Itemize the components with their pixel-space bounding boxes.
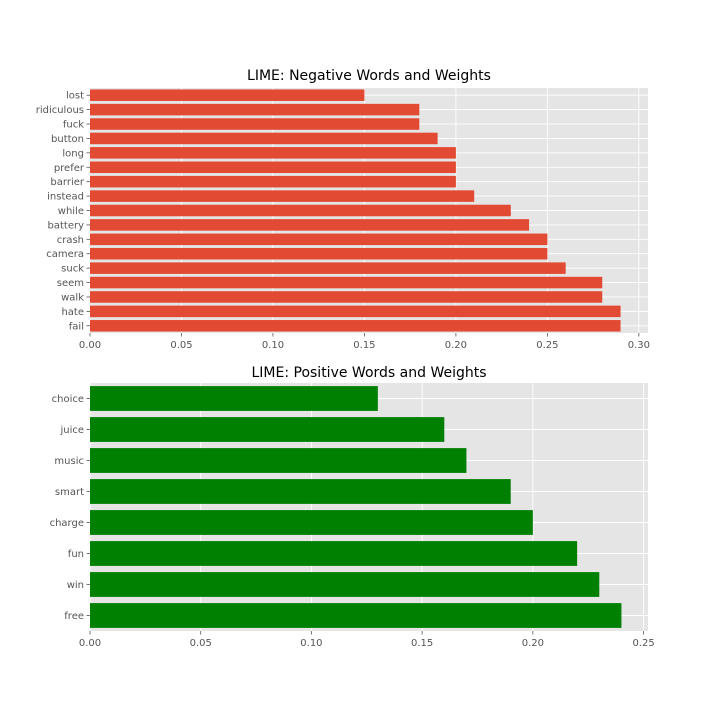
negative-bar-camera: [90, 247, 548, 260]
positive-y-tick-label: charge: [50, 518, 84, 529]
negative-bar-while: [90, 204, 511, 217]
positive-y-tick-label: free: [64, 611, 84, 622]
positive-chart-title: LIME: Positive Words and Weights: [251, 365, 486, 381]
negative-y-tick-label: ridiculous: [36, 105, 84, 116]
negative-bar-fuck: [90, 118, 420, 130]
positive-bar-juice: [90, 417, 445, 442]
negative-x-tick-label: 0.05: [170, 340, 192, 351]
positive-x-tick-label: 0.15: [411, 638, 433, 649]
negative-bar-crash: [90, 233, 548, 246]
positive-words-chart: LIME: Positive Words and Weights free win…: [50, 365, 655, 649]
negative-y-tick-label: fail: [69, 321, 84, 332]
negative-bar-button: [90, 132, 438, 145]
negative-x-tick-label: 0.10: [262, 340, 284, 351]
negative-y-tick-label: long: [62, 148, 84, 159]
positive-y-tick-label: juice: [59, 425, 84, 436]
positive-y-tick-label: win: [67, 580, 84, 591]
negative-y-tick-label: camera: [46, 249, 84, 260]
negative-x-tick-label: 0.15: [353, 340, 375, 351]
positive-y-tick-label: music: [54, 456, 84, 467]
negative-x-tick-label: 0.25: [536, 340, 558, 351]
negative-y-tick-label: hate: [61, 307, 84, 318]
negative-y-tick-label: suck: [61, 264, 84, 275]
positive-x-tick-label: 0.20: [522, 638, 544, 649]
negative-chart-title: LIME: Negative Words and Weights: [247, 68, 491, 84]
positive-bar-charge: [90, 510, 533, 535]
negative-bar-instead: [90, 190, 475, 202]
negative-x-tick-label: 0.30: [628, 340, 650, 351]
negative-bar-hate: [90, 305, 621, 318]
positive-y-tick-label: fun: [68, 549, 84, 560]
positive-x-tick-label: 0.25: [632, 638, 654, 649]
positive-bar-music: [90, 448, 467, 473]
negative-bar-long: [90, 147, 456, 159]
negative-y-tick-label: lost: [66, 91, 84, 102]
positive-bar-smart: [90, 479, 511, 504]
negative-bar-prefer: [90, 161, 456, 174]
negative-y-tick-label: prefer: [54, 163, 85, 174]
positive-y-tick-label: smart: [55, 487, 84, 498]
negative-y-tick-label: while: [58, 206, 84, 217]
negative-y-tick-label: battery: [48, 220, 85, 231]
negative-bar-lost: [90, 89, 365, 101]
negative-x-tick-label: 0.20: [445, 340, 467, 351]
positive-y-tick-label: choice: [52, 394, 84, 405]
negative-bar-ridiculous: [90, 103, 420, 116]
positive-bar-choice: [90, 386, 378, 411]
negative-y-tick-label: barrier: [50, 177, 84, 188]
positive-x-tick-label: 0.00: [79, 638, 101, 649]
negative-words-chart: LIME: Negative Words and Weights fail hat…: [36, 68, 650, 351]
negative-bar-seem: [90, 276, 603, 289]
negative-bar-fail: [90, 320, 621, 332]
negative-y-tick-label: instead: [47, 192, 84, 203]
negative-y-tick-label: fuck: [63, 120, 84, 131]
negative-y-tick-label: crash: [57, 235, 84, 246]
negative-x-tick-label: 0.00: [79, 340, 101, 351]
negative-y-tick-label: button: [51, 134, 84, 145]
negative-bar-battery: [90, 219, 530, 231]
negative-bar-suck: [90, 262, 566, 274]
negative-y-tick-label: walk: [61, 292, 84, 303]
positive-x-tick-label: 0.10: [300, 638, 322, 649]
negative-bar-barrier: [90, 175, 456, 188]
negative-y-tick-label: seem: [57, 278, 84, 289]
positive-bar-fun: [90, 541, 578, 566]
negative-bar-walk: [90, 291, 603, 303]
positive-bar-win: [90, 572, 600, 597]
positive-bar-free: [90, 603, 622, 628]
positive-x-tick-label: 0.05: [190, 638, 212, 649]
